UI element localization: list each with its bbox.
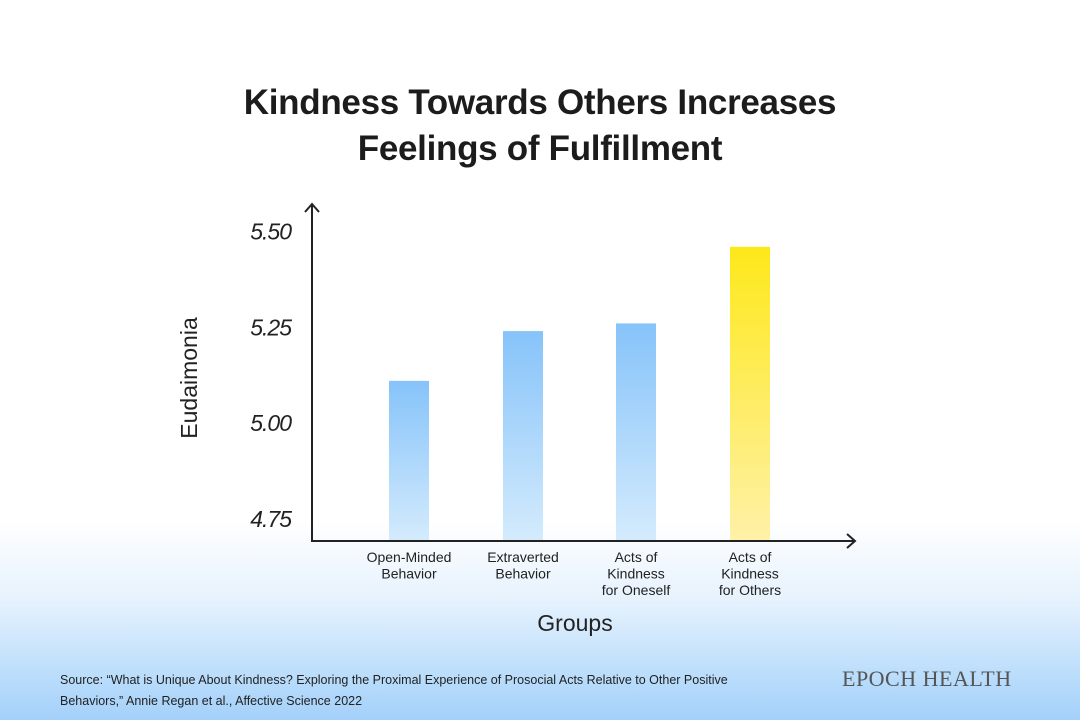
x-tick-label: Behavior — [495, 566, 551, 582]
chart-title: Kindness Towards Others Increases Feelin… — [0, 80, 1080, 172]
title-line-1: Kindness Towards Others Increases — [243, 83, 837, 122]
y-tick-label: 5.00 — [250, 410, 292, 436]
bar-0 — [389, 380, 429, 541]
axes-lines — [311, 204, 855, 542]
y-tick-label: 5.50 — [250, 219, 292, 245]
x-tick-label: for Oneself — [602, 582, 671, 598]
x-tick-label: Open-Minded — [367, 549, 452, 565]
bar-chart: Open-MindedBehaviorExtravertedBehaviorAc… — [176, 202, 857, 636]
x-tick-label: Kindness — [721, 566, 779, 582]
x-tick-label: Acts of — [729, 549, 772, 565]
x-tick-label: Kindness — [607, 566, 665, 582]
y-tick-label: 4.75 — [250, 506, 292, 532]
x-tick-label: Behavior — [381, 566, 437, 582]
x-axis-label: Groups — [537, 610, 612, 636]
x-tick-label: Acts of — [615, 549, 658, 565]
bar-3 — [730, 246, 770, 541]
brand-logo: EPOCH HEALTH — [842, 666, 1012, 691]
y-axis-label: Eudaimonia — [176, 317, 202, 439]
bar-2 — [616, 323, 656, 541]
source-citation: Source: “What is Unique About Kindness? … — [60, 673, 728, 708]
x-tick-label: for Others — [719, 582, 781, 598]
y-axis-arrow-icon — [304, 202, 320, 213]
y-tick-label: 5.25 — [250, 314, 292, 340]
x-tick-label: Extraverted — [487, 549, 559, 565]
bar-1 — [503, 331, 543, 541]
x-axis-arrow-icon — [846, 533, 857, 549]
title-line-2: Feelings of Fulfillment — [357, 129, 723, 168]
